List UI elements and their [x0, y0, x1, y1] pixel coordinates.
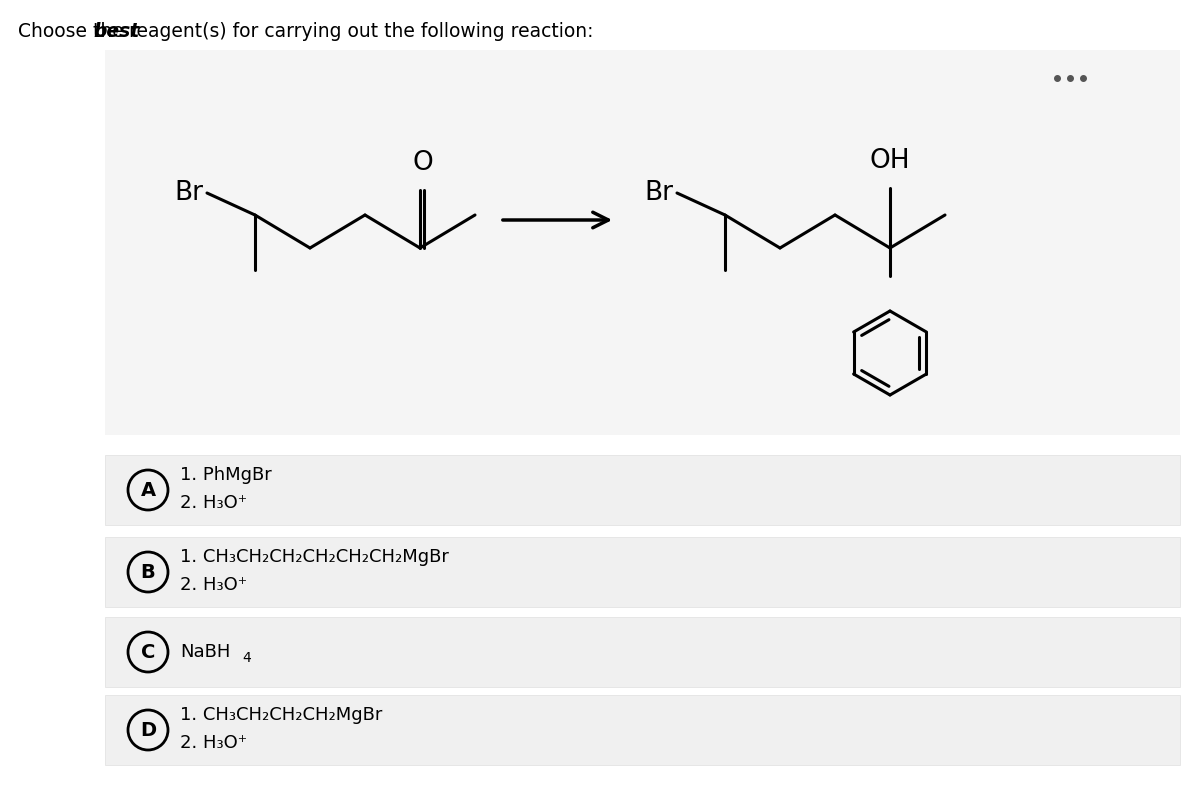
Text: Choose the: Choose the [18, 22, 130, 41]
Text: best: best [94, 22, 139, 41]
Text: 1. PhMgBr: 1. PhMgBr [180, 466, 271, 484]
Bar [106, 695, 1180, 765]
Text: 1. CH₃CH₂CH₂CH₂MgBr: 1. CH₃CH₂CH₂CH₂MgBr [180, 706, 383, 724]
Text: Br: Br [644, 180, 673, 206]
Text: 1. CH₃CH₂CH₂CH₂CH₂CH₂MgBr: 1. CH₃CH₂CH₂CH₂CH₂CH₂MgBr [180, 548, 449, 566]
Bar [106, 455, 1180, 525]
Bar [106, 617, 1180, 687]
Text: reagent(s) for carrying out the following reaction:: reagent(s) for carrying out the followin… [124, 22, 594, 41]
Text: 2. H₃O⁺: 2. H₃O⁺ [180, 494, 247, 512]
Text: 4: 4 [242, 651, 251, 665]
Text: 2. H₃O⁺: 2. H₃O⁺ [180, 576, 247, 594]
Bar [106, 537, 1180, 607]
Text: C: C [140, 642, 155, 661]
Text: B: B [140, 562, 155, 581]
Text: O: O [413, 150, 433, 176]
Bar [106, 50, 1180, 435]
Text: A: A [140, 481, 156, 500]
Text: Br: Br [174, 180, 203, 206]
Text: D: D [140, 721, 156, 740]
Text: OH: OH [870, 148, 911, 174]
Text: NaBH: NaBH [180, 643, 230, 661]
Text: 2. H₃O⁺: 2. H₃O⁺ [180, 734, 247, 752]
